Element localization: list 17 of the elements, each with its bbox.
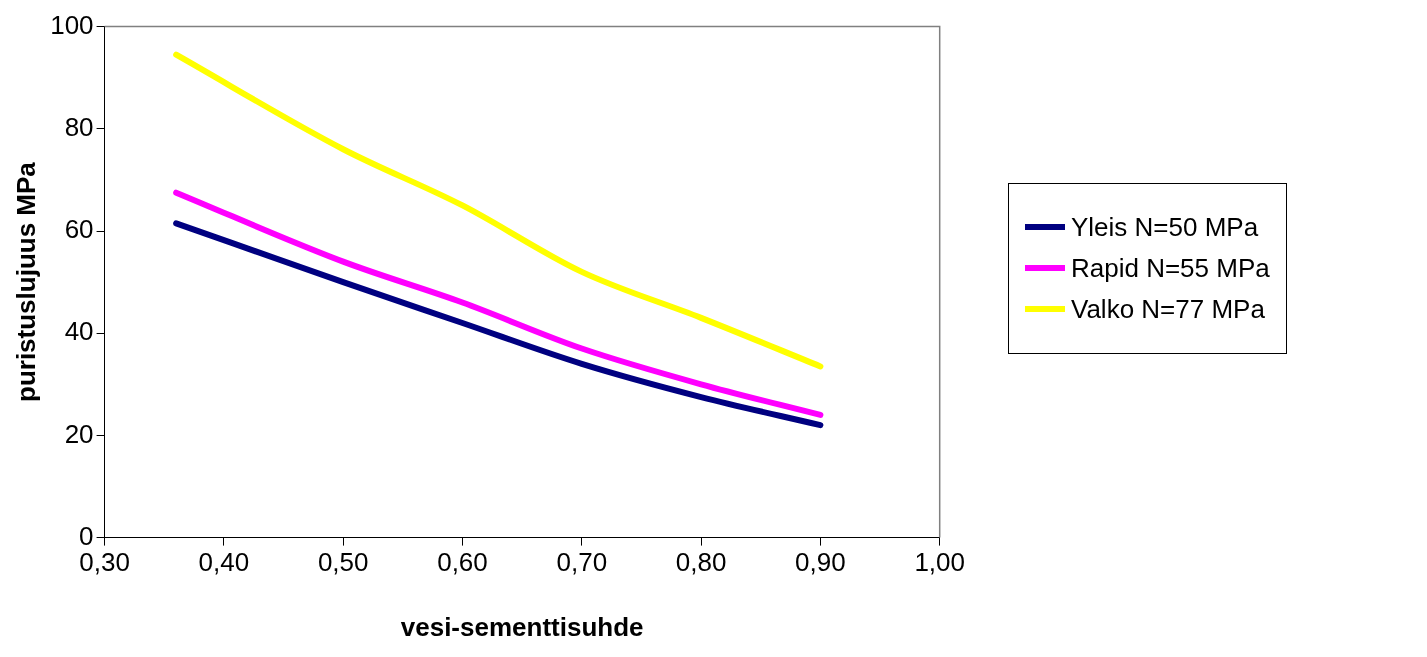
x-tick-label: 0,50 [317, 547, 369, 578]
x-tick-label: 0,90 [795, 547, 846, 578]
y-axis-title: puristuslujuus MPa [10, 161, 41, 403]
y-tick-label: 60 [64, 214, 94, 245]
x-tick-label: 0,60 [437, 547, 488, 578]
y-tick-label: 40 [64, 316, 94, 347]
legend-label: Yleis N=50 MPa [1071, 211, 1259, 243]
x-tick-label: 1,00 [914, 547, 965, 578]
x-tick-label: 0,40 [198, 547, 250, 578]
legend-label: Rapid N=55 MPa [1071, 252, 1270, 284]
x-axis-title: vesi-sementtisuhde [400, 611, 644, 642]
x-tick-label: 0,70 [556, 547, 608, 578]
y-tick-label: 100 [50, 9, 94, 40]
x-tick-label: 0,80 [675, 547, 727, 578]
y-tick-label: 20 [64, 418, 94, 449]
y-tick-label: 80 [64, 111, 94, 142]
legend-label: Valko N=77 MPa [1071, 293, 1265, 325]
